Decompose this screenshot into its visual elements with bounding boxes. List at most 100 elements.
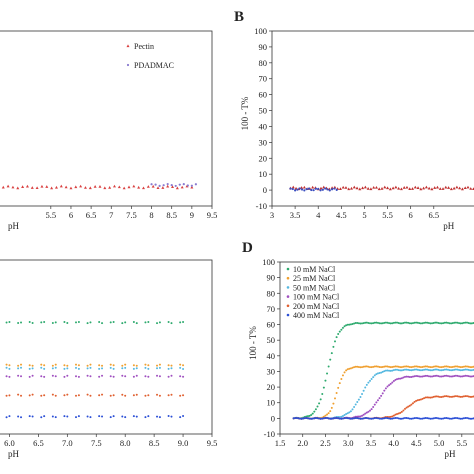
data-point <box>369 187 373 191</box>
data-point <box>402 417 405 420</box>
data-point <box>59 184 63 188</box>
data-point <box>448 375 451 378</box>
data-point <box>415 399 418 402</box>
data-point <box>121 415 124 418</box>
data-point <box>343 417 346 420</box>
data-point <box>469 369 472 372</box>
data-point <box>424 321 427 324</box>
data-point <box>370 417 373 420</box>
data-point <box>40 375 43 378</box>
data-point <box>469 187 473 190</box>
data-point <box>75 321 77 324</box>
data-point <box>442 322 445 325</box>
data-point <box>340 378 343 381</box>
data-point <box>89 366 92 369</box>
data-point <box>167 415 170 418</box>
data-point <box>333 187 336 190</box>
data-point <box>445 368 448 371</box>
data-point <box>190 185 194 189</box>
data-point <box>63 415 66 418</box>
data-point <box>355 186 359 190</box>
data-point <box>363 185 367 189</box>
data-point <box>117 185 121 189</box>
data-point <box>424 396 427 399</box>
data-point <box>347 187 351 191</box>
data-point <box>404 368 406 371</box>
data-point <box>423 397 426 400</box>
data-point <box>400 417 403 420</box>
data-point <box>388 417 391 420</box>
data-point <box>8 367 11 370</box>
data-point <box>343 325 346 328</box>
data-point <box>432 368 435 371</box>
data-point <box>101 367 104 370</box>
data-point <box>434 395 437 398</box>
data-point <box>86 415 89 418</box>
data-point <box>423 365 426 368</box>
data-point <box>372 322 375 325</box>
data-point <box>330 188 334 191</box>
data-point <box>51 367 54 370</box>
data-point <box>144 321 147 324</box>
data-point <box>132 375 135 378</box>
data-point <box>361 322 364 325</box>
data-point <box>410 417 413 420</box>
data-point <box>376 321 379 324</box>
data-point <box>75 375 77 378</box>
data-point <box>322 417 325 420</box>
data-point <box>392 369 395 372</box>
data-point <box>463 186 467 190</box>
data-point <box>319 189 322 192</box>
data-point <box>380 186 384 190</box>
plot-frame <box>279 261 474 435</box>
data-point <box>156 374 159 377</box>
data-point <box>31 374 34 377</box>
data-point <box>75 416 77 419</box>
data-point <box>356 401 359 404</box>
data-point <box>461 417 464 420</box>
data-point <box>112 184 116 188</box>
data-point <box>345 324 348 327</box>
data-point <box>386 369 389 372</box>
data-point <box>397 417 400 420</box>
data-point <box>313 417 316 420</box>
data-point <box>66 393 69 396</box>
data-point <box>443 417 446 420</box>
legend-marker <box>126 63 130 67</box>
data-point <box>305 415 308 418</box>
y-tick-label: 0 <box>263 185 267 195</box>
data-point <box>399 377 402 380</box>
data-point <box>442 417 445 420</box>
y-tick-label: 30 <box>267 366 276 376</box>
data-point <box>386 385 389 388</box>
data-point <box>432 375 435 378</box>
data-point <box>402 409 405 412</box>
legend-label: 400 mM NaCl <box>293 311 340 320</box>
y-tick-label: -10 <box>256 201 267 211</box>
data-point <box>109 416 112 419</box>
data-point <box>86 393 89 396</box>
data-point <box>392 365 395 368</box>
data-point <box>373 403 376 406</box>
data-point <box>361 417 364 420</box>
data-point <box>470 366 473 369</box>
data-point <box>332 345 335 348</box>
data-point <box>429 366 432 369</box>
data-point <box>319 186 323 190</box>
data-point <box>431 369 434 372</box>
data-point <box>408 417 411 420</box>
data-point <box>410 322 413 325</box>
data-point <box>167 364 170 367</box>
data-point <box>451 417 454 420</box>
data-point <box>394 417 397 420</box>
data-point <box>459 417 462 420</box>
y-tick-label: 0 <box>271 413 275 423</box>
data-point <box>40 366 43 369</box>
data-point <box>170 374 173 377</box>
data-point <box>144 416 147 419</box>
data-point <box>31 367 34 370</box>
data-point <box>422 186 426 190</box>
data-point <box>381 365 384 368</box>
data-point <box>429 375 432 378</box>
